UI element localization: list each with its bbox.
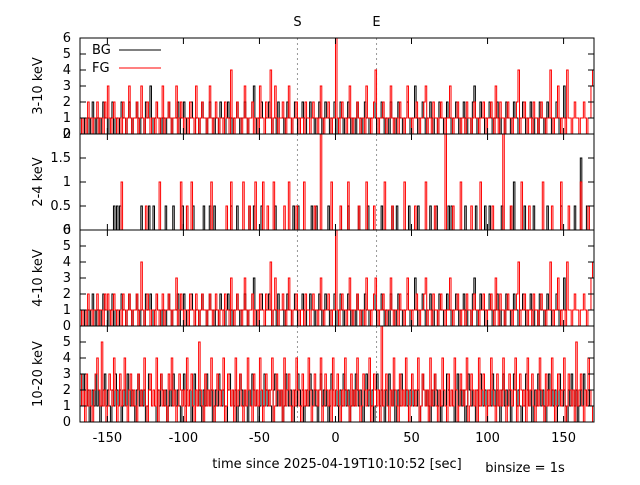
y-axis-label: 3-10 keV: [31, 57, 46, 115]
x-tick-label: 50: [403, 431, 420, 446]
legend-label-bg: BG: [92, 43, 111, 58]
x-tick-label: 0: [331, 431, 339, 446]
y-tick-label: 2: [63, 383, 71, 398]
series-fg-line: [80, 37, 594, 135]
y-axis-label: 2-4 keV: [31, 157, 46, 206]
y-axis-label: 4-10 keV: [31, 249, 46, 307]
y-tick-label: 3: [63, 271, 71, 286]
legend-label-fg: FG: [92, 61, 110, 76]
series-fg-line: [80, 325, 594, 423]
y-tick-label: 1: [63, 111, 71, 126]
marker-label-e: E: [372, 15, 380, 30]
y-tick-label: 0: [63, 127, 71, 142]
binsize-note: binsize = 1s: [485, 461, 565, 476]
x-tick-label: 100: [475, 431, 500, 446]
series-bg-line: [80, 157, 594, 231]
x-tick-label: -150: [93, 431, 123, 446]
series-fg-line: [80, 229, 594, 327]
x-axis-label: time since 2025-04-19T10:10:52 [sec]: [212, 457, 461, 472]
series-fg-line: [80, 133, 594, 231]
y-tick-label: 4: [63, 351, 71, 366]
panel-2: 0 0.5 1 1.5 2 2-4 keV: [31, 127, 595, 238]
x-tick-label: 150: [551, 431, 576, 446]
y-tick-label: 0: [63, 319, 71, 334]
y-tick-label: 6: [63, 31, 71, 46]
y-tick-label: 1: [63, 399, 71, 414]
y-axis-label: 10-20 keV: [31, 341, 46, 407]
x-tick-label: -100: [169, 431, 199, 446]
y-tick-label: 0: [63, 415, 71, 430]
y-tick-label: 0: [63, 223, 71, 238]
panel-frame: [79, 133, 595, 231]
legend: BG FG: [92, 43, 161, 76]
y-tick-label: 0.5: [50, 199, 71, 214]
y-tick-label: 3: [63, 367, 71, 382]
y-tick-label: 6: [63, 223, 71, 238]
y-tick-label: 1: [63, 175, 71, 190]
marker-label-s: S: [293, 15, 301, 30]
x-tick-label: -50: [249, 431, 270, 446]
y-tick-label: 4: [63, 255, 71, 270]
y-tick-label: 2: [63, 287, 71, 302]
y-tick-label: 3: [63, 79, 71, 94]
y-tick-label: 5: [63, 239, 71, 254]
x-axis-layer: -150 -100 -50 0 50 100 150 S E: [93, 15, 576, 446]
y-tick-label: 5: [63, 47, 71, 62]
y-tick-label: 2: [63, 127, 71, 142]
y-tick-label: 5: [63, 335, 71, 350]
y-tick-label: 1.5: [50, 151, 71, 166]
y-tick-label: 4: [63, 63, 71, 78]
y-tick-label: 2: [63, 95, 71, 110]
y-tick-label: 1: [63, 303, 71, 318]
